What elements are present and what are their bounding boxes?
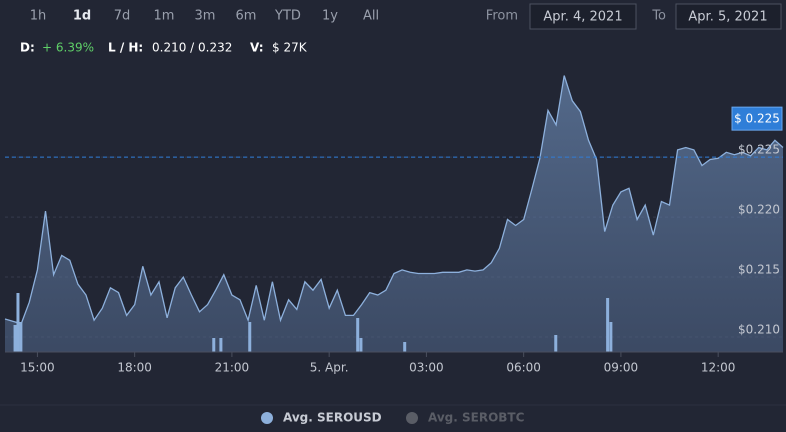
range-button[interactable]: 1y [322, 9, 338, 24]
stat-label: V: [250, 41, 264, 55]
x-tick-label: 06:00 [506, 361, 541, 375]
x-tick-label: 12:00 [701, 361, 736, 375]
volume-bar [248, 322, 252, 352]
stat-label: L / H: [108, 41, 143, 55]
range-button[interactable]: 1m [154, 9, 175, 24]
y-tick-label: $0.225 [738, 143, 780, 157]
stat-range: 0.210 / 0.232 [152, 41, 232, 55]
legend-label[interactable]: Avg. SEROUSD [283, 411, 382, 425]
range-button[interactable]: All [363, 9, 379, 24]
range-button[interactable]: 6m [236, 9, 257, 24]
x-tick-label: 21:00 [215, 361, 250, 375]
range-button[interactable]: 1d [73, 9, 91, 24]
volume-bar [606, 298, 610, 352]
volume-bar [609, 322, 613, 352]
range-button[interactable]: YTD [274, 9, 301, 24]
x-tick-label: 15:00 [20, 361, 55, 375]
price-line [4, 75, 784, 325]
volume-bar [16, 293, 20, 352]
volume-bar [554, 335, 558, 352]
from-input[interactable]: Apr. 4, 2021 [543, 10, 622, 25]
legend-symbol[interactable] [406, 412, 418, 424]
volume-bar [403, 342, 407, 352]
to-input[interactable]: Apr. 5, 2021 [688, 10, 767, 25]
stat-label: D: [20, 41, 35, 55]
volume-bar [13, 325, 17, 352]
x-tick-label: 18:00 [117, 361, 152, 375]
volume-bar [359, 338, 363, 352]
volume-bar [212, 338, 216, 352]
x-tick-label: 03:00 [409, 361, 444, 375]
stat-volume: $ 27K [272, 41, 308, 55]
range-button[interactable]: 3m [195, 9, 216, 24]
legend-label[interactable]: Avg. SEROBTC [428, 411, 525, 425]
x-tick-label: 5. Apr. [310, 361, 349, 375]
legend-symbol[interactable] [261, 412, 273, 424]
y-tick-label: $0.215 [738, 263, 780, 277]
volume-bar [19, 322, 23, 352]
range-button[interactable]: 1h [30, 9, 47, 24]
volume-bar [356, 318, 360, 352]
volume-bar [219, 338, 223, 352]
price-flag-label: $ 0.225 [734, 112, 780, 126]
stat-change: + 6.39% [42, 41, 94, 55]
price-area [5, 75, 783, 352]
from-input-box[interactable] [529, 3, 637, 30]
to-label: To [651, 9, 666, 24]
y-tick-label: $0.210 [738, 323, 780, 337]
y-tick-label: $0.220 [738, 203, 780, 217]
to-input-box[interactable] [675, 3, 782, 30]
x-tick-label: 09:00 [604, 361, 639, 375]
range-button[interactable]: 7d [114, 9, 131, 24]
from-label: From [486, 9, 518, 24]
price-flag [731, 106, 783, 131]
